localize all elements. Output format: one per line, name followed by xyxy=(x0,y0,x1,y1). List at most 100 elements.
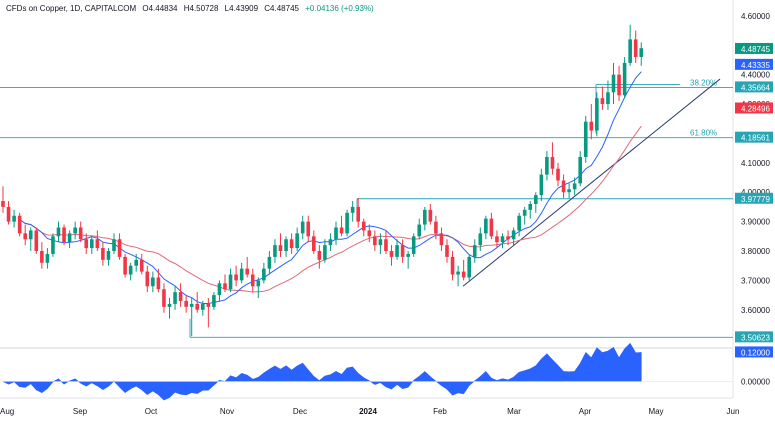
candle-body xyxy=(195,303,200,310)
candle-body xyxy=(611,74,616,93)
candle-body xyxy=(28,230,33,240)
candle-body xyxy=(600,98,605,105)
candle-body xyxy=(345,212,349,234)
candle-body xyxy=(134,259,138,266)
x-tick-label: Sep xyxy=(73,407,88,416)
ohlc-close: C4.48745 xyxy=(264,4,299,13)
candle-body xyxy=(356,206,360,222)
price-label: 4.43335 xyxy=(741,61,770,70)
candle-body xyxy=(595,98,599,131)
candle-body xyxy=(289,239,294,249)
candle-body xyxy=(245,268,249,275)
candle-body xyxy=(128,265,133,275)
candle-body xyxy=(284,239,288,252)
candle-body xyxy=(173,292,177,304)
candle-body xyxy=(167,303,172,307)
candle-body xyxy=(273,245,277,257)
moving-average-slow xyxy=(19,125,642,293)
candle-body xyxy=(389,251,394,257)
candle-body xyxy=(417,224,422,237)
price-label-box xyxy=(735,131,773,143)
candle-body xyxy=(378,239,383,246)
x-tick-label: Nov xyxy=(220,407,234,416)
candle-body xyxy=(572,183,577,190)
symbol-title: CFDs on Copper, 1D, CAPITALCOM xyxy=(6,4,137,13)
candle-body xyxy=(90,239,94,249)
candle-body xyxy=(445,245,449,257)
candle-body xyxy=(212,295,216,307)
candle-body xyxy=(467,256,471,278)
candle-body xyxy=(51,236,55,254)
candle-body xyxy=(45,253,50,263)
price-label: 3.50623 xyxy=(741,333,770,342)
candle-body xyxy=(234,274,238,281)
candle-body xyxy=(456,271,460,275)
y-tick-label: 4.40000 xyxy=(741,71,770,80)
candle-body xyxy=(278,245,283,252)
candle-body xyxy=(400,245,405,257)
price-label: 4.35664 xyxy=(741,83,770,92)
candle-body xyxy=(184,300,188,307)
price-label-box xyxy=(735,81,773,93)
candle-body xyxy=(123,256,127,275)
oscillator-tick-label: 0.00000 xyxy=(741,377,770,386)
candle-body xyxy=(23,233,27,240)
y-tick-label: 4.60000 xyxy=(741,12,770,21)
candle-body xyxy=(561,180,566,193)
candle-body xyxy=(267,256,272,269)
price-label-box xyxy=(735,42,773,54)
candle-body xyxy=(517,215,521,231)
candle-body xyxy=(461,271,466,278)
candle-body xyxy=(506,236,510,240)
candle-body xyxy=(262,268,266,281)
candle-body xyxy=(583,121,588,157)
candle-body xyxy=(189,303,194,307)
candle-body xyxy=(489,218,494,237)
candle-body xyxy=(1,201,5,207)
candle-body xyxy=(633,39,638,58)
x-tick-label: Feb xyxy=(433,407,447,416)
candle-body xyxy=(423,209,427,225)
fib-level-label: 38.20% xyxy=(690,78,717,87)
fib-level-label: 61.80% xyxy=(690,129,717,138)
candle-body xyxy=(300,221,305,234)
candle-body xyxy=(317,251,322,260)
candle-body xyxy=(239,268,244,281)
candle-body xyxy=(556,168,560,181)
candle-body xyxy=(550,156,555,169)
y-tick-label: 3.60000 xyxy=(741,306,770,315)
candle-body xyxy=(151,277,155,287)
price-label: 3.97779 xyxy=(741,195,770,204)
price-label-box xyxy=(735,331,773,343)
candle-body xyxy=(306,221,311,237)
x-tick-label: Mar xyxy=(507,407,521,416)
y-tick-label: 3.70000 xyxy=(741,276,770,285)
candle-body xyxy=(373,236,377,246)
candle-body xyxy=(206,303,211,307)
x-tick-label: May xyxy=(648,407,663,416)
ohlc-open: O4.44834 xyxy=(142,4,178,13)
candle-body xyxy=(40,251,44,263)
y-tick-label: 4.10000 xyxy=(741,159,770,168)
candle-body xyxy=(484,218,488,234)
price-label: 4.18561 xyxy=(741,134,770,143)
candle-body xyxy=(622,62,627,96)
candle-body xyxy=(256,280,261,287)
candle-body xyxy=(545,156,549,175)
candle-body xyxy=(323,245,327,260)
x-tick-label: Aug xyxy=(0,407,14,416)
candle-body xyxy=(639,48,644,58)
candle-body xyxy=(534,195,538,204)
candle-body xyxy=(145,271,150,287)
candle-body xyxy=(606,92,610,105)
y-tick-label: 4.00000 xyxy=(741,188,770,197)
x-tick-label: Oct xyxy=(145,407,158,416)
x-tick-label: Jun xyxy=(727,407,740,416)
candle-body xyxy=(106,251,111,260)
ohlc-high: H4.50728 xyxy=(183,4,219,13)
candle-body xyxy=(62,227,66,243)
candle-body xyxy=(578,156,582,184)
candle-body xyxy=(589,121,594,131)
candle-body xyxy=(101,248,105,260)
